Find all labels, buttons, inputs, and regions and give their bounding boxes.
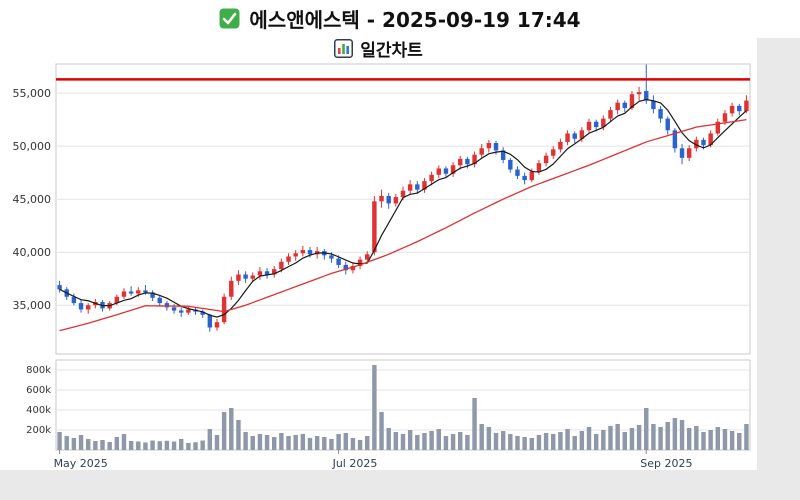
svg-text:40,000: 40,000 — [13, 246, 52, 259]
panes — [55, 63, 751, 451]
svg-text:Sep 2025: Sep 2025 — [640, 457, 692, 470]
svg-text:400k: 400k — [26, 405, 51, 416]
gridlines — [56, 92, 750, 431]
header-band — [0, 0, 800, 38]
svg-text:50,000: 50,000 — [13, 140, 52, 153]
svg-text:200k: 200k — [26, 425, 51, 436]
svg-text:Jul 2025: Jul 2025 — [332, 457, 378, 470]
chart-title-line: 에스앤에스텍 - 2025-09-19 17:44 — [0, 4, 800, 33]
candlestick-chart: 35,000 40,000 45,000 50,000 55,000 200k 400k 60… — [13, 63, 751, 470]
ma-short-line — [59, 98, 747, 318]
svg-text:600k: 600k — [26, 385, 51, 396]
svg-text:55,000: 55,000 — [13, 87, 52, 100]
ma-long-line — [59, 119, 747, 332]
bar-chart-icon — [334, 39, 354, 58]
chart-subtitle-line: 일간차트 — [0, 36, 757, 61]
candles-group — [57, 64, 749, 332]
page-title: 에스앤에스텍 - 2025-09-19 17:44 — [249, 8, 581, 32]
green-checkbox-icon — [219, 8, 240, 29]
x-axis-labels: May 2025 Jul 2025 Sep 2025 — [54, 450, 692, 470]
svg-text:800k: 800k — [26, 365, 51, 376]
svg-text:35,000: 35,000 — [13, 299, 52, 312]
svg-text:45,000: 45,000 — [13, 193, 52, 206]
volume-bars — [57, 365, 749, 450]
y-axis-labels: 35,000 40,000 45,000 50,000 55,000 200k 400k 60… — [13, 87, 52, 436]
price-pane — [55, 63, 751, 355]
chart-subtitle: 일간차트 — [360, 41, 423, 61]
svg-text:May 2025: May 2025 — [54, 457, 108, 470]
